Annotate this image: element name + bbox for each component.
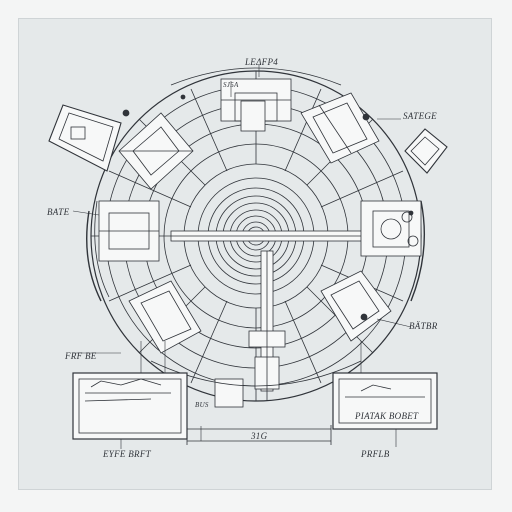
external-module-right — [404, 128, 448, 174]
outer-cowling-bottom — [150, 360, 362, 387]
connecting-rods — [214, 250, 286, 408]
external-module-left — [48, 104, 122, 172]
outer-cowling-right — [410, 200, 426, 302]
label-box-center-tag: BUS — [195, 401, 209, 409]
label-bottom-right: PRFLB — [361, 449, 390, 459]
label-right-mid: BÄTBR — [409, 321, 438, 331]
cylinder-block-upper-right — [300, 92, 380, 164]
label-top-small: SJ5A — [223, 81, 239, 89]
annotation-panel-left — [72, 372, 188, 440]
label-bottom-center: 31G — [251, 431, 268, 441]
label-bottom-left: EYFE BRFT — [103, 449, 151, 459]
cylinder-block-top — [220, 78, 292, 132]
outer-cowling-left — [86, 210, 102, 302]
label-left-mid: BATE — [47, 207, 70, 217]
blueprint-sheet: LEΔFP4 SJ5A SATEGE BATE BÄTBR FRF BE EYF… — [18, 18, 492, 490]
label-left-lower: FRF BE — [65, 351, 97, 361]
engine-diagram — [48, 65, 448, 449]
label-top: LEΔFP4 — [245, 57, 279, 67]
bolts — [122, 94, 414, 321]
cylinder-block-right — [360, 200, 422, 257]
cylinder-block-upper-left — [118, 112, 194, 190]
label-box-right: PIATAK BOBET — [355, 411, 419, 421]
annotation-panel-right — [332, 372, 438, 430]
cylinder-block-left — [98, 200, 160, 262]
leader-lines — [72, 65, 412, 449]
outer-cowling-top — [170, 67, 342, 86]
label-right-upper: SATEGE — [403, 111, 437, 121]
cylinder-block-lower-right — [320, 270, 392, 342]
cylinder-block-lower-left — [128, 280, 202, 354]
